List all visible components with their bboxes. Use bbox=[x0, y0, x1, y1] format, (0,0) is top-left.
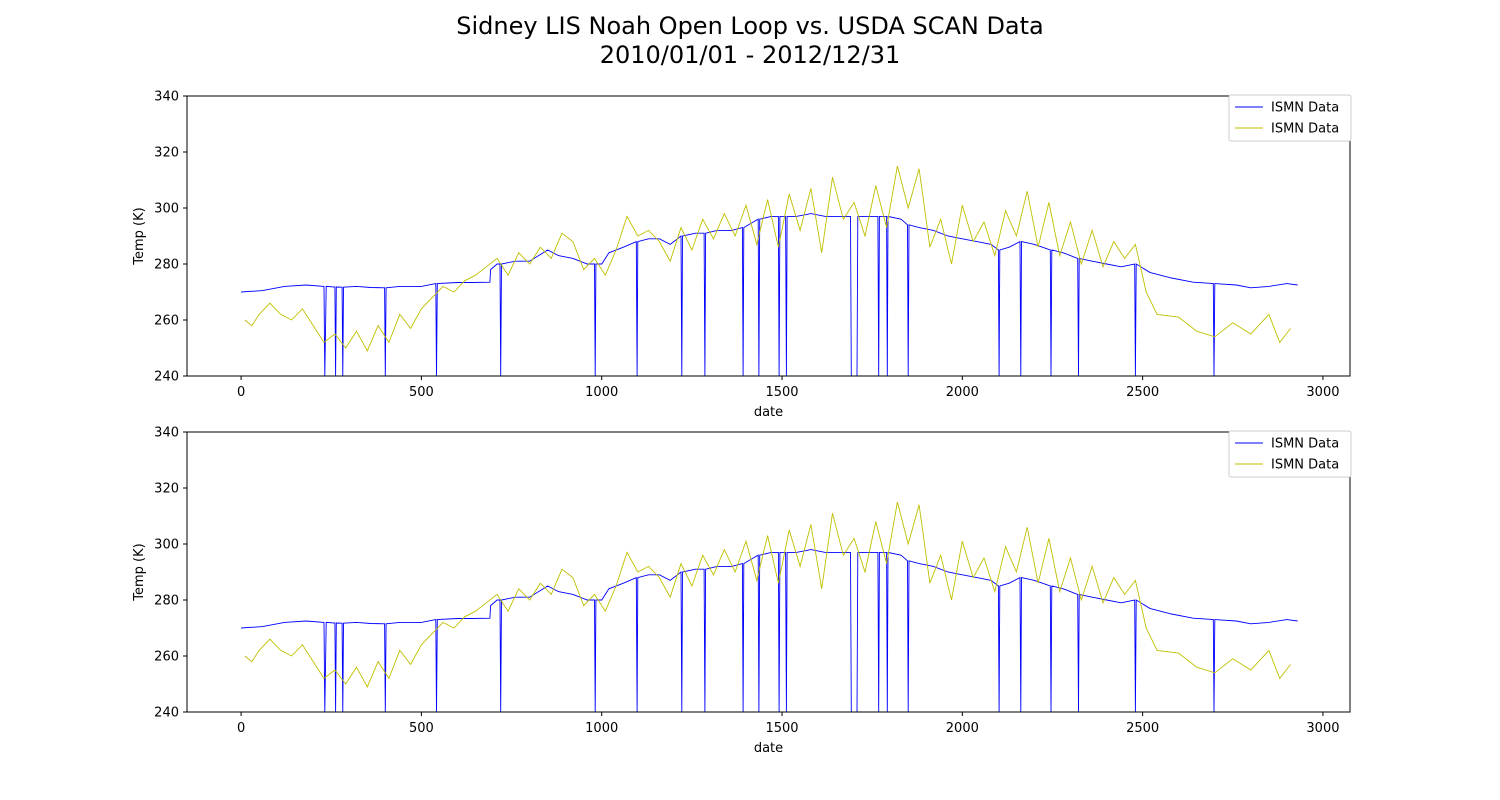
series-line-yellow bbox=[244, 165, 1291, 352]
legend-label: ISMN Data bbox=[1271, 437, 1339, 452]
x-tick-label: 2500 bbox=[1126, 385, 1159, 400]
legend-label: ISMN Data bbox=[1271, 101, 1339, 116]
y-tick-label: 340 bbox=[154, 90, 179, 105]
y-tick-label: 260 bbox=[154, 650, 179, 665]
x-tick-label: 3000 bbox=[1306, 721, 1339, 736]
x-tick-label: 500 bbox=[409, 721, 434, 736]
x-tick-label: 1000 bbox=[585, 721, 618, 736]
legend-label: ISMN Data bbox=[1271, 458, 1339, 473]
series-line-blue bbox=[241, 213, 1298, 376]
y-tick-label: 240 bbox=[154, 706, 179, 721]
y-tick-label: 340 bbox=[154, 426, 179, 441]
chart-subtitle: 2010/01/01 - 2012/12/31 bbox=[599, 41, 901, 69]
x-tick-label: 2000 bbox=[946, 721, 979, 736]
subplot-2: 0 500 1000 1500 2000 2500 3000 240 260 280 300 320 3… bbox=[132, 426, 1352, 756]
x-tick-label: 1500 bbox=[765, 721, 798, 736]
x-tick-label: 1500 bbox=[765, 385, 798, 400]
y-tick-label: 240 bbox=[154, 370, 179, 385]
series-line-blue bbox=[241, 549, 1298, 712]
x-tick-label: 1000 bbox=[585, 385, 618, 400]
x-tick-label: 500 bbox=[409, 385, 434, 400]
x-tick-label: 0 bbox=[237, 721, 245, 736]
x-tick-label: 2500 bbox=[1126, 721, 1159, 736]
x-axis-label: date bbox=[754, 741, 783, 756]
legend: ISMN Data ISMN Data bbox=[1228, 430, 1352, 478]
subplot-1: 0 500 1000 1500 2000 2500 3000 240 260 280 300 320 3… bbox=[132, 90, 1352, 420]
y-axis-label: Temp (K) bbox=[132, 543, 147, 601]
y-tick-label: 300 bbox=[154, 538, 179, 553]
y-tick-label: 320 bbox=[154, 482, 179, 497]
x-tick-label: 3000 bbox=[1306, 385, 1339, 400]
y-tick-label: 320 bbox=[154, 146, 179, 161]
axes-frame bbox=[186, 95, 1351, 377]
y-tick-label: 260 bbox=[154, 314, 179, 329]
legend: ISMN Data ISMN Data bbox=[1228, 94, 1352, 142]
axes-frame bbox=[186, 431, 1351, 713]
x-tick-label: 2000 bbox=[946, 385, 979, 400]
y-tick-label: 300 bbox=[154, 202, 179, 217]
x-tick-label: 0 bbox=[237, 385, 245, 400]
y-tick-label: 280 bbox=[154, 594, 179, 609]
chart-title: Sidney LIS Noah Open Loop vs. USDA SCAN … bbox=[456, 12, 1044, 40]
y-tick-label: 280 bbox=[154, 258, 179, 273]
series-line-yellow bbox=[244, 501, 1291, 688]
legend-label: ISMN Data bbox=[1271, 122, 1339, 137]
y-axis-label: Temp (K) bbox=[132, 207, 147, 265]
x-axis-label: date bbox=[754, 405, 783, 420]
